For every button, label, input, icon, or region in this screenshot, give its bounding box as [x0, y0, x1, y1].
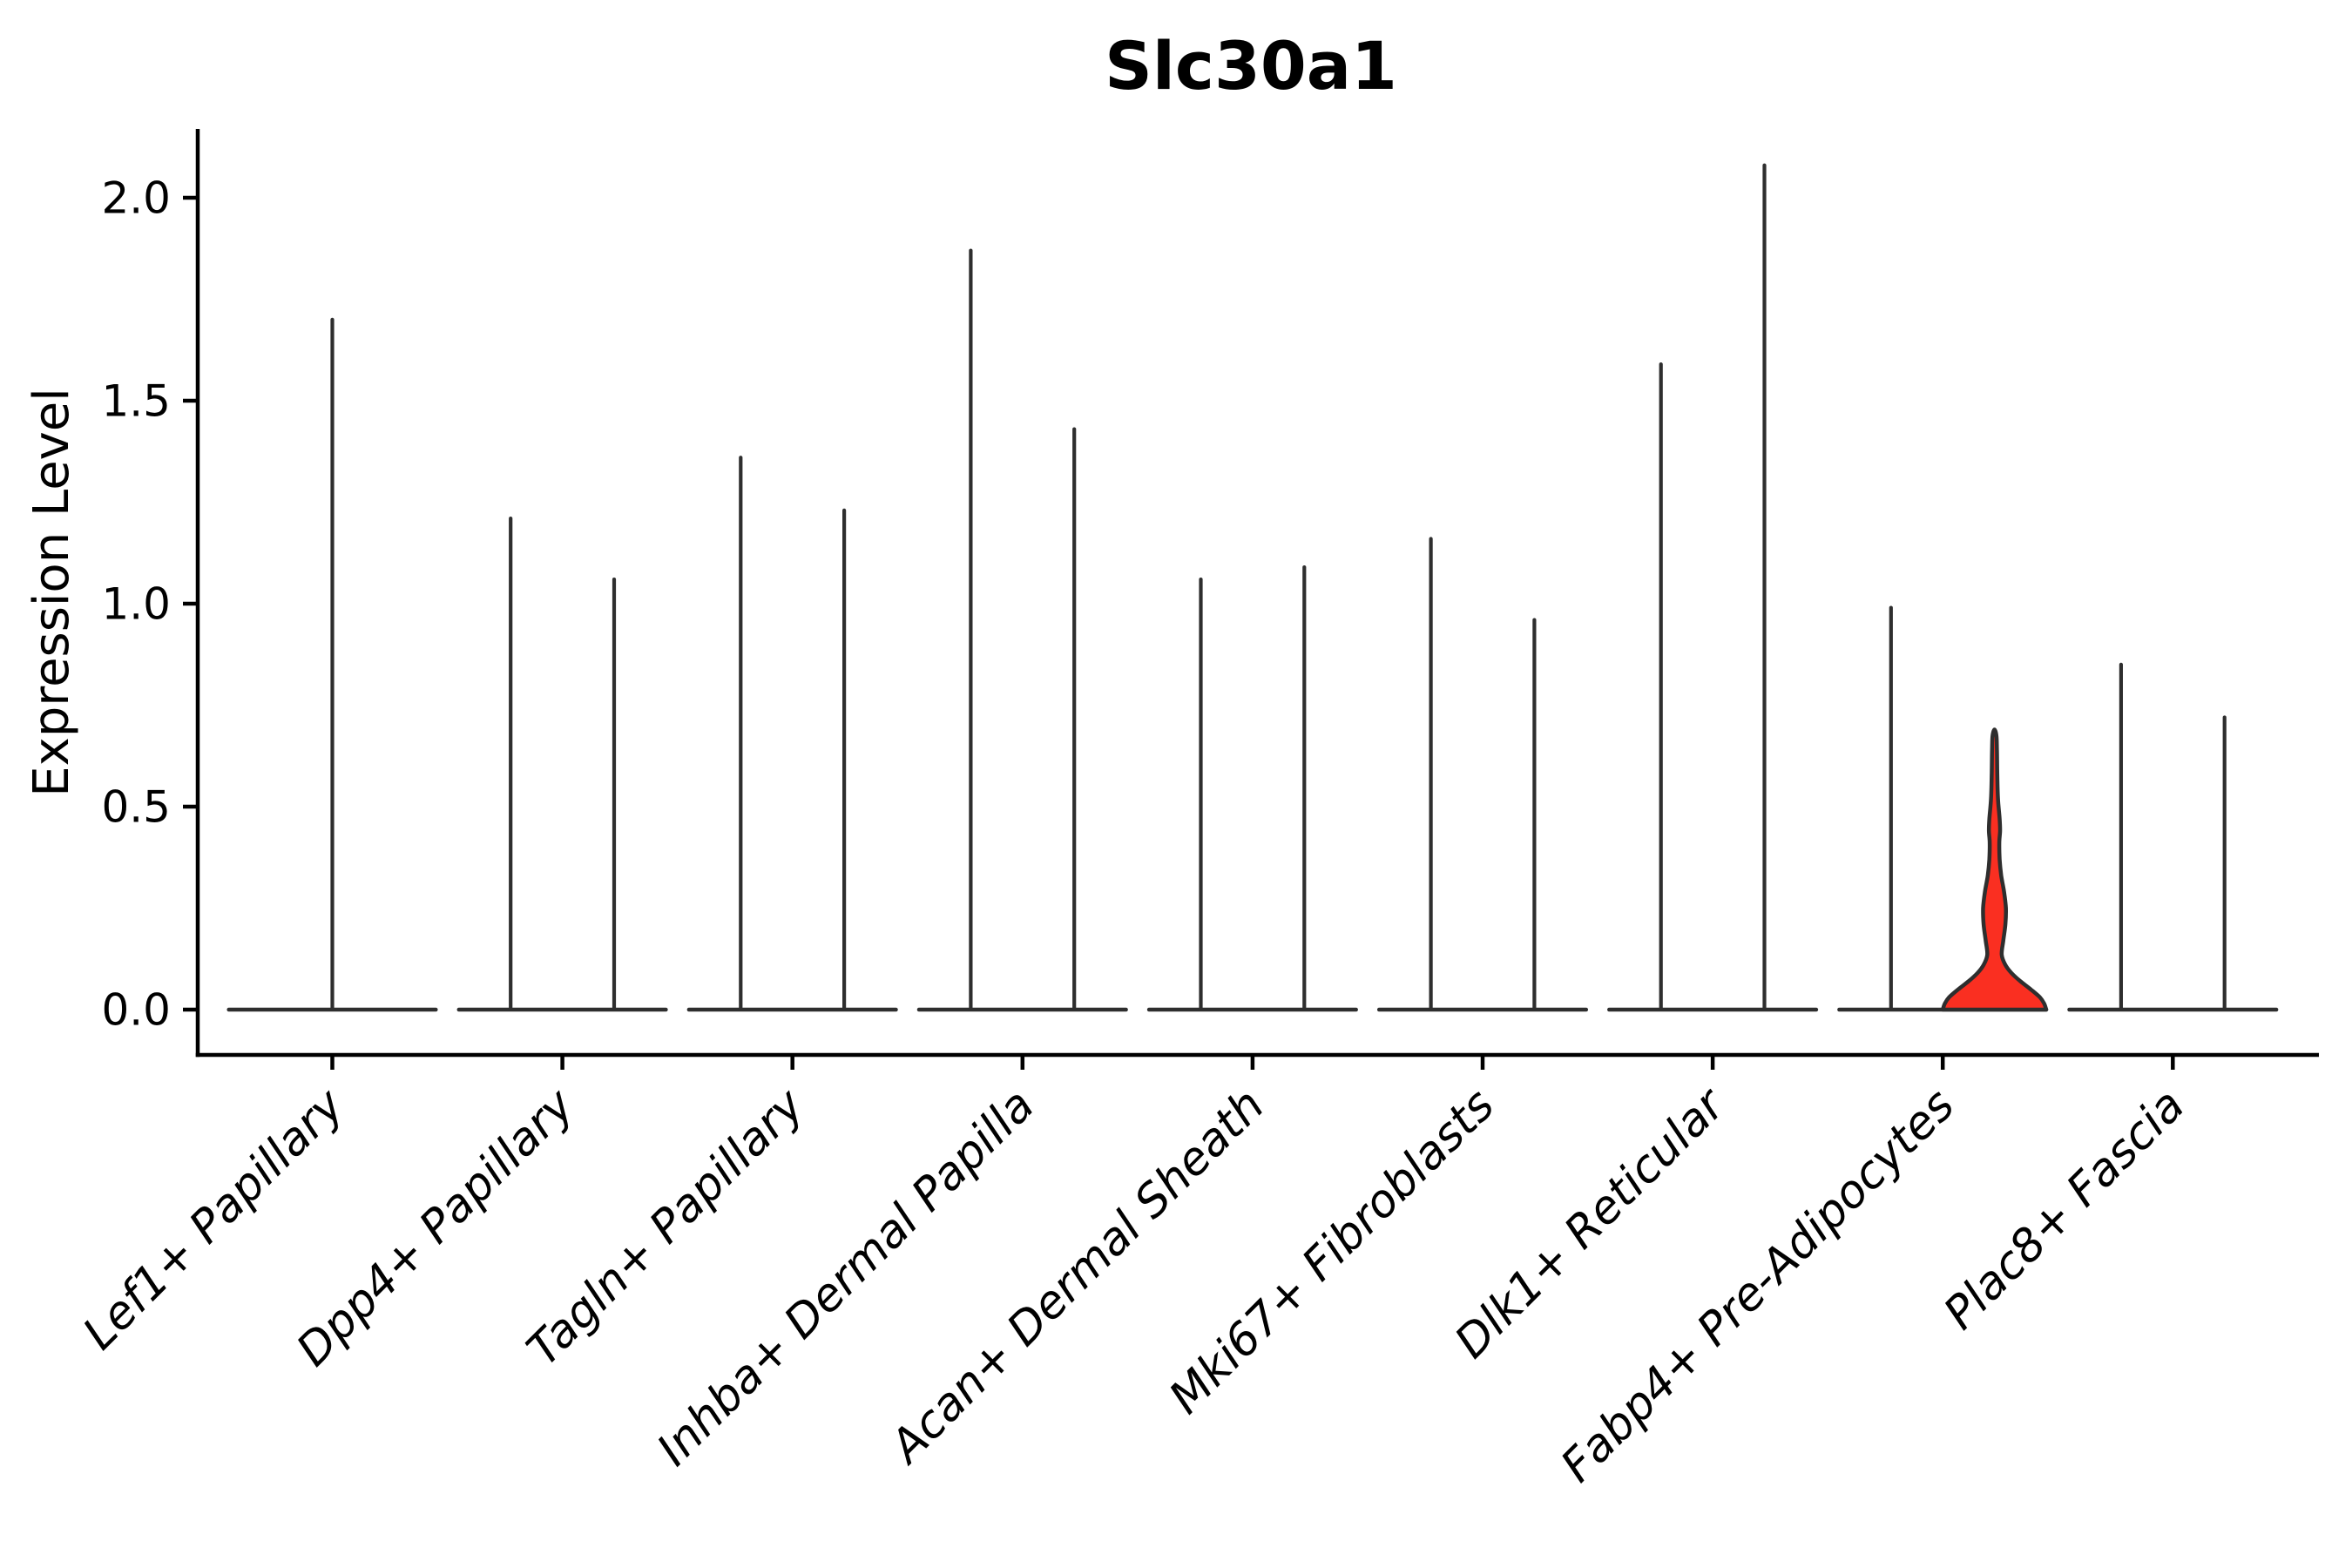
violins-layer	[226, 163, 2279, 1012]
y-tick-label: 1.5	[101, 376, 171, 427]
y-tick-label: 0.5	[101, 782, 171, 833]
highlighted-violin	[1940, 727, 2049, 1012]
y-tick-label: 1.0	[101, 579, 171, 630]
x-tick-label: Inhba+ Dermal Papilla	[647, 1079, 1044, 1477]
y-tick-label: 2.0	[101, 173, 171, 224]
x-tick-label: Fabp4+ Pre-Adipocytes	[1551, 1079, 1965, 1493]
x-tick-label: Plac8+ Fascia	[1934, 1079, 2194, 1340]
chart-title: Slc30a1	[1105, 27, 1397, 105]
y-tick-label: 0.0	[101, 985, 171, 1036]
y-axis-label: Expression Level	[24, 388, 80, 797]
x-tick-label: Acan+ Dermal Sheath	[879, 1079, 1274, 1475]
